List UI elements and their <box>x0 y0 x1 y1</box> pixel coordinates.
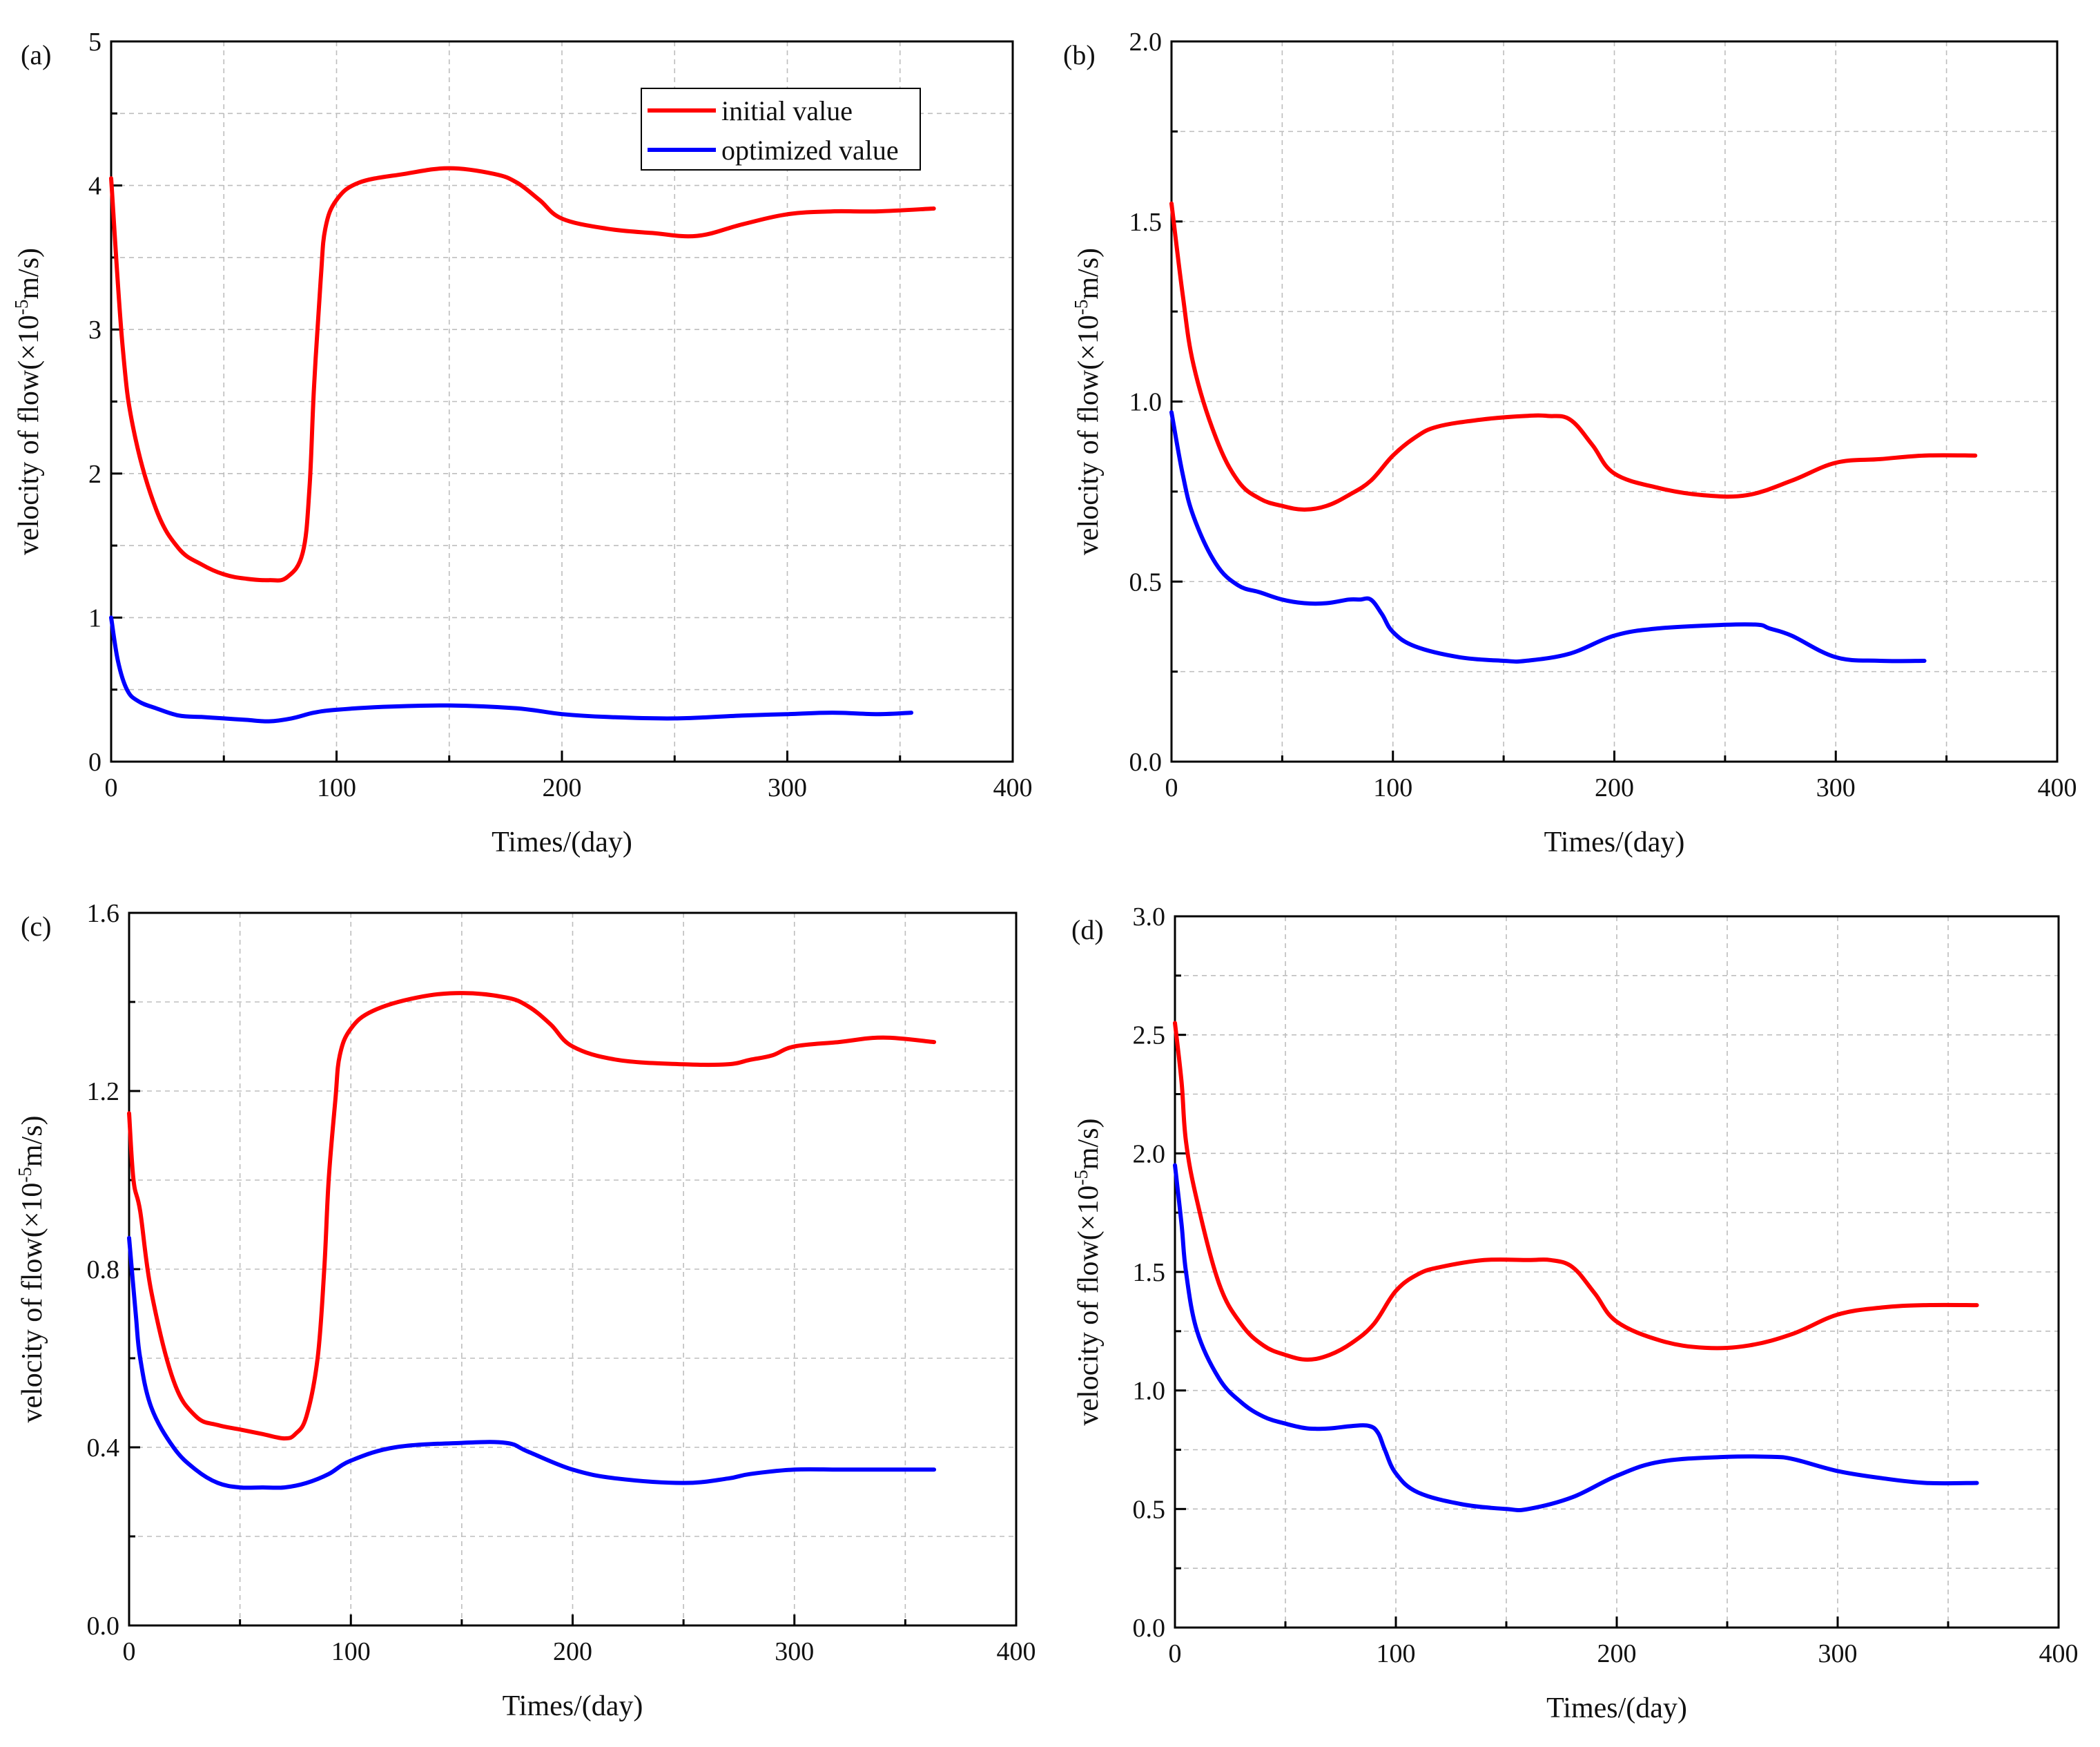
y-tick-label: 1.5 <box>1133 1258 1166 1287</box>
y-tick-label: 2.0 <box>1129 28 1163 57</box>
x-tick-label: 400 <box>2038 773 2077 802</box>
y-tick-label: 2.0 <box>1133 1139 1166 1168</box>
y-axis-title: velocity of flow(×10-5m/s) <box>14 1115 48 1422</box>
y-tick-label: 0 <box>88 748 101 777</box>
y-tick-label: 1.0 <box>1133 1377 1166 1406</box>
y-axis-title: velocity of flow(×10-5m/s) <box>1071 248 1105 555</box>
y-tick-label: 1.0 <box>1129 388 1163 417</box>
x-tick-label: 300 <box>1818 1639 1858 1668</box>
x-tick-label: 100 <box>1377 1639 1416 1668</box>
chart-panel-c: 0 100 200 300 400 0.0 0.4 0.8 1.2 1.6 (c) Times/(da… <box>14 899 1036 1722</box>
y-axis-title: velocity of flow(×10-5m/s) <box>11 248 45 555</box>
y-axis-title-exponent: -5 <box>1071 1170 1091 1186</box>
x-tick-label: 0 <box>123 1637 136 1666</box>
y-tick-label: 1.2 <box>87 1077 120 1106</box>
y-tick-label: 1 <box>88 604 101 633</box>
legend-label-optimized: optimized value <box>721 135 899 166</box>
y-tick-label: 2.5 <box>1133 1021 1166 1050</box>
x-tick-label: 400 <box>993 773 1033 802</box>
x-tick-label: 100 <box>1373 773 1412 802</box>
y-tick-label: 1.6 <box>87 899 120 928</box>
x-tick-label: 300 <box>768 773 807 802</box>
x-tick-label: 300 <box>775 1637 814 1666</box>
x-tick-label: 100 <box>317 773 356 802</box>
y-axis-title-prefix: velocity of flow(×10 <box>17 1183 48 1423</box>
y-axis-title-exponent: -5 <box>14 1167 35 1183</box>
y-axis-title: velocity of flow(×10-5m/s) <box>1071 1118 1105 1425</box>
x-tick-label: 200 <box>1597 1639 1637 1668</box>
y-axis-title-exponent: -5 <box>1071 300 1091 316</box>
x-axis-title: Times/(day) <box>503 1690 643 1722</box>
chart-panel-d: 0 100 200 300 400 0.0 0.5 1.0 1.5 2.0 2.5 3.0 (d) Tim… <box>1071 903 2079 1724</box>
panel-label: (b) <box>1063 39 1096 70</box>
y-axis-title-prefix: velocity of flow(×10 <box>1073 1186 1105 1426</box>
y-axis-title-exponent: -5 <box>11 300 32 316</box>
y-tick-label: 0.5 <box>1129 568 1163 597</box>
x-tick-label: 100 <box>331 1637 371 1666</box>
series-line-optimized-value <box>1169 410 1927 664</box>
x-tick-label: 200 <box>543 773 582 802</box>
y-axis-title-prefix: velocity of flow(×10 <box>13 315 45 555</box>
x-tick-label: 400 <box>997 1637 1036 1666</box>
series-line-initial-value <box>1169 201 1978 512</box>
y-tick-label: 0.5 <box>1133 1495 1166 1524</box>
legend-box <box>641 88 921 171</box>
y-tick-label: 3.0 <box>1133 903 1166 932</box>
series-line-optimized-value <box>127 1235 937 1490</box>
panel-label: (c) <box>21 911 51 942</box>
y-tick-label: 0.0 <box>1129 748 1163 777</box>
x-tick-label: 200 <box>553 1637 592 1666</box>
panel-label: (d) <box>1071 914 1104 945</box>
y-tick-label: 0.0 <box>87 1612 120 1641</box>
x-tick-label: 0 <box>1169 1639 1182 1668</box>
chart-panel-a: 0 100 200 300 400 0 1 2 3 4 5 (a) Times/(day) velocit… <box>11 28 1033 858</box>
y-tick-label: 0.0 <box>1133 1614 1166 1643</box>
legend: initial value optimized value <box>641 88 921 171</box>
x-tick-label: 400 <box>2039 1639 2079 1668</box>
series-line-initial-value <box>109 166 936 583</box>
panel-label: (a) <box>21 39 51 70</box>
y-axis-title-suffix: m/s) <box>1073 1118 1105 1170</box>
x-axis-title: Times/(day) <box>1546 1692 1687 1724</box>
y-tick-label: 1.5 <box>1129 208 1163 237</box>
y-tick-label: 5 <box>88 28 101 57</box>
x-tick-label: 0 <box>105 773 118 802</box>
legend-label-initial: initial value <box>721 95 853 126</box>
x-tick-label: 300 <box>1816 773 1856 802</box>
series-line-optimized-value <box>109 615 914 724</box>
x-tick-label: 0 <box>1165 773 1178 802</box>
y-tick-label: 3 <box>88 316 101 345</box>
series-line-initial-value <box>1173 1021 1979 1362</box>
y-axis-title-suffix: m/s) <box>13 248 45 300</box>
series-line-optimized-value <box>1173 1163 1979 1513</box>
y-tick-label: 4 <box>88 172 101 201</box>
x-axis-title: Times/(day) <box>1544 827 1685 858</box>
y-tick-label: 0.4 <box>87 1434 120 1463</box>
y-axis-title-suffix: m/s) <box>1073 248 1105 300</box>
y-tick-label: 0.8 <box>87 1255 120 1284</box>
y-tick-label: 2 <box>88 460 101 489</box>
x-axis-title: Times/(day) <box>492 827 632 858</box>
series-line-initial-value <box>127 991 937 1441</box>
x-tick-label: 200 <box>1595 773 1634 802</box>
y-axis-title-prefix: velocity of flow(×10 <box>1073 315 1105 555</box>
chart-panel-b: 0 100 200 300 400 0.0 0.5 1.0 1.5 2.0 (b) Times/(da… <box>1063 28 2077 858</box>
y-axis-title-suffix: m/s) <box>17 1115 48 1167</box>
